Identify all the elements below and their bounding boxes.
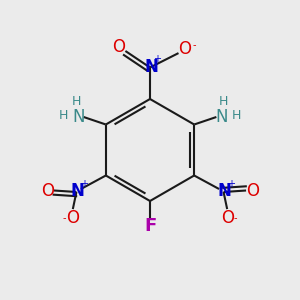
Text: N: N xyxy=(71,182,85,200)
Text: O: O xyxy=(66,209,79,227)
Text: O: O xyxy=(112,38,125,56)
Text: -: - xyxy=(192,40,196,50)
Text: -: - xyxy=(234,213,237,223)
Text: O: O xyxy=(178,40,192,58)
Text: H: H xyxy=(72,95,81,108)
Text: H: H xyxy=(232,109,241,122)
Text: O: O xyxy=(41,182,54,200)
Text: H: H xyxy=(219,95,228,108)
Text: +: + xyxy=(154,54,161,64)
Text: H: H xyxy=(59,109,68,122)
Text: N: N xyxy=(145,58,158,76)
Text: +: + xyxy=(80,179,88,189)
Text: +: + xyxy=(227,179,235,189)
Text: F: F xyxy=(144,217,156,235)
Text: O: O xyxy=(246,182,259,200)
Text: N: N xyxy=(72,108,85,126)
Text: O: O xyxy=(221,209,234,227)
Text: N: N xyxy=(218,182,231,200)
Text: -: - xyxy=(63,213,66,223)
Text: N: N xyxy=(215,108,228,126)
